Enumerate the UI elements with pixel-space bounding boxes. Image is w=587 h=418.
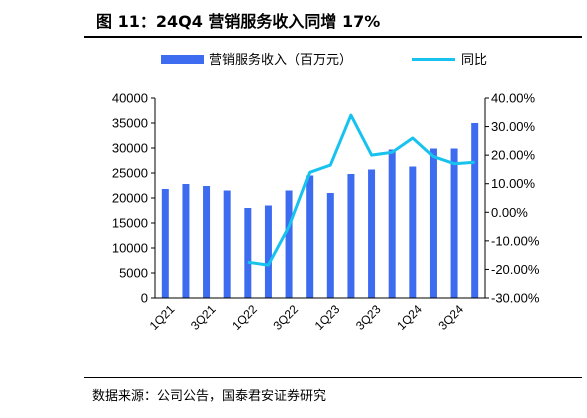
- legend-label-bar: 营销服务收入（百万元）: [209, 52, 352, 67]
- legend: 营销服务收入（百万元） 同比: [161, 52, 487, 67]
- x-axis-tick-label: 1Q23: [312, 302, 343, 333]
- left-axis-tick-label: 10000: [112, 241, 148, 256]
- right-axis-tick-label: 0.00%: [491, 205, 528, 220]
- line-series: [247, 113, 475, 267]
- title-divider: [84, 36, 582, 38]
- right-axis-tick-label: 40.00%: [491, 91, 536, 106]
- left-axis-tick-label: 25000: [112, 166, 148, 181]
- right-axis-tick-label: 10.00%: [491, 176, 536, 191]
- yoy-line: [247, 113, 475, 267]
- right-axis-tick-label: -10.00%: [491, 233, 540, 248]
- bar-1Q23: [326, 193, 334, 298]
- figure-title: 图 11：24Q4 营销服务收入同增 17%: [96, 12, 381, 31]
- bar-3Q21: [203, 186, 211, 298]
- x-axis-tick-label: 1Q22: [229, 302, 260, 333]
- x-axis-tick-label: 3Q22: [270, 302, 301, 333]
- left-axis-tick-label: 0: [141, 291, 148, 306]
- left-axis-tick-label: 5000: [119, 266, 148, 281]
- right-axis-tick-label: 30.00%: [491, 119, 536, 134]
- left-axis-tick-label: 40000: [112, 91, 148, 106]
- bar-4Q22: [306, 175, 314, 298]
- bar-3Q22: [285, 190, 293, 298]
- source-note: 数据来源：公司公告，国泰君安证券研究: [92, 389, 327, 404]
- right-axis-tick-label: -30.00%: [491, 291, 540, 306]
- bar-2Q21: [182, 184, 190, 298]
- left-axis-tick-label: 20000: [112, 191, 148, 206]
- bar-4Q21: [223, 190, 231, 298]
- bar-4Q24: [471, 123, 479, 298]
- bar-series: [161, 123, 479, 298]
- legend-label-line: 同比: [461, 52, 487, 67]
- left-axis-tick-label: 30000: [112, 141, 148, 156]
- bar-4Q23: [388, 149, 396, 298]
- bar-3Q24: [450, 148, 458, 298]
- axis-lines: [154, 98, 486, 299]
- bar-1Q24: [409, 166, 417, 298]
- right-axis-tick-label: 20.00%: [491, 148, 536, 163]
- left-axis-tick-label: 15000: [112, 216, 148, 231]
- x-axis-tick-label: 3Q23: [353, 302, 384, 333]
- legend-swatch-bar: [161, 55, 204, 64]
- x-axis-tick-label: 1Q24: [394, 302, 425, 333]
- right-axis: -30.00% -20.00% -10.00% 0.00% 10.00% 20.00% 30…: [485, 91, 540, 306]
- right-axis-tick-label: -20.00%: [491, 262, 540, 277]
- x-axis-tick-label: 3Q24: [435, 302, 466, 333]
- x-axis: 1Q21 3Q21 1Q22 3Q22 1Q23 3Q23 1Q24 3Q24: [147, 302, 467, 333]
- left-axis: 0 5000 10000 15000 20000 25000 30000 35000 40000: [112, 91, 155, 306]
- bar-1Q21: [161, 189, 169, 298]
- left-axis-tick-label: 35000: [112, 116, 148, 131]
- bar-2Q23: [347, 174, 355, 298]
- bar-2Q24: [429, 148, 437, 298]
- source-divider: [84, 377, 582, 378]
- x-axis-tick-label: 3Q21: [188, 302, 219, 333]
- bar-2Q22: [264, 205, 272, 298]
- bar-3Q23: [368, 169, 376, 298]
- x-axis-tick-label: 1Q21: [147, 302, 178, 333]
- bar-1Q22: [244, 208, 252, 298]
